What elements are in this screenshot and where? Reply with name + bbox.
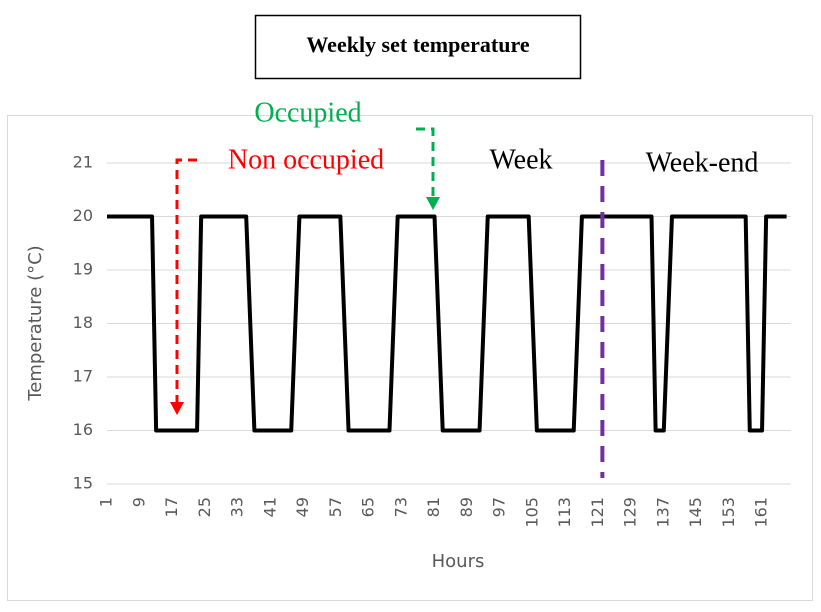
x-tick-label: 113 (555, 497, 574, 528)
x-tick-label: 73 (391, 497, 410, 517)
y-tick-label: 19 (73, 260, 93, 279)
x-tick-label: 33 (228, 497, 247, 517)
y-tick-label: 21 (73, 153, 93, 172)
y-tick-label: 16 (73, 420, 93, 439)
x-tick-label: 81 (424, 497, 443, 517)
annotation: Week-end (646, 147, 759, 178)
x-tick-label: 9 (129, 497, 148, 507)
x-tick-label: 49 (293, 497, 312, 517)
x-tick-label: 41 (260, 497, 279, 517)
annotation: Week (489, 144, 552, 175)
x-tick-label: 65 (359, 497, 378, 517)
x-tick-label: 105 (522, 497, 541, 528)
x-tick-label: 153 (719, 497, 738, 528)
annotation: Occupied (254, 97, 361, 128)
x-tick-label: 25 (195, 497, 214, 517)
arrow-head (170, 402, 184, 415)
y-tick-label: 17 (73, 367, 93, 386)
y-tick-label: 20 (73, 206, 93, 225)
arrow-non-occupied (175, 158, 197, 405)
arrow-occupied (416, 127, 435, 200)
data-line (107, 214, 787, 433)
x-tick-label: 137 (653, 497, 672, 528)
y-tick-label: 18 (73, 313, 93, 332)
title-box (254, 14, 582, 80)
x-tick-label: 145 (686, 497, 705, 528)
x-tick-label: 17 (162, 497, 181, 517)
chart-title: Weekly set temperature (306, 32, 529, 57)
x-axis-label: Hours (432, 551, 485, 572)
x-tick-label: 97 (490, 497, 509, 517)
x-tick-label: 57 (326, 497, 345, 517)
x-tick-label: 121 (588, 497, 607, 528)
arrow-head (426, 197, 440, 210)
annotation: Non occupied (228, 144, 384, 175)
x-tick-label: 129 (621, 497, 640, 528)
x-tick-label: 161 (752, 497, 771, 528)
x-tick-label: 89 (457, 497, 476, 517)
chart-frame (7, 115, 813, 601)
y-tick-label: 15 (73, 474, 93, 493)
x-tick-label: 1 (97, 497, 116, 507)
y-axis-label: Temperature (°C) (25, 245, 46, 401)
